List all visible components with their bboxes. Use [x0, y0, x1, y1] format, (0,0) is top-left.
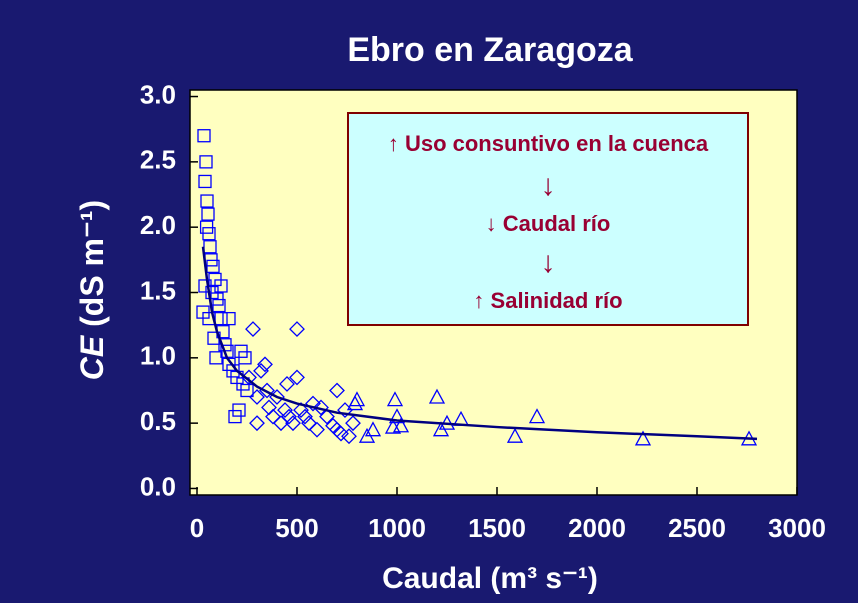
point: [228, 409, 242, 424]
point: [214, 311, 228, 326]
point: [364, 421, 382, 437]
point: [245, 321, 261, 337]
x-tick-label: 500: [275, 513, 318, 543]
fit-line: [201, 246, 758, 441]
annotation-box: [347, 112, 749, 326]
point: [329, 382, 345, 399]
y-label-italic: CE: [74, 334, 110, 380]
point: [212, 298, 226, 313]
point: [265, 408, 281, 425]
point: [285, 415, 301, 432]
y-tick-label: 0.0: [140, 471, 176, 501]
annotation-text: ↑ Uso consuntivo en la cuenca: [388, 131, 709, 156]
point: [333, 425, 349, 442]
annotation-text: ↓ Caudal río: [486, 211, 611, 236]
point: [277, 402, 293, 418]
point: [293, 402, 309, 418]
point: [341, 428, 357, 445]
x-tick-label: 1000: [368, 513, 426, 543]
point: [198, 279, 212, 293]
point: [301, 415, 317, 432]
y-axis-label: CE (dS m⁻¹): [74, 200, 110, 380]
x-tick-label: 3000: [768, 513, 826, 543]
point: [348, 391, 366, 407]
point: [249, 415, 265, 432]
point: [200, 194, 214, 208]
x-axis-label: Caudal (m³ s⁻¹): [382, 562, 598, 595]
point: [386, 391, 404, 407]
point: [249, 389, 265, 405]
point: [634, 430, 652, 446]
chart-title: Ebro en Zaragoza: [347, 31, 633, 69]
point: [392, 417, 410, 433]
point: [313, 399, 329, 416]
point: [329, 421, 345, 438]
point: [428, 388, 446, 404]
point: [289, 321, 305, 337]
y-label-rest: (dS m⁻¹): [74, 200, 110, 336]
point: [199, 155, 213, 169]
point: [281, 408, 297, 425]
annotation-text: ↓: [541, 246, 556, 279]
point: [240, 383, 254, 398]
point: [388, 408, 406, 424]
point: [289, 369, 305, 386]
y-tick-label: 0.5: [140, 406, 176, 436]
x-tick-label: 2000: [568, 513, 626, 543]
y-tick-label: 2.0: [140, 210, 176, 240]
x-tick-label: 1500: [468, 513, 526, 543]
point: [279, 376, 295, 392]
point: [297, 408, 313, 425]
point: [198, 174, 212, 189]
y-tick-label: 1.0: [140, 341, 176, 371]
point: [214, 279, 228, 293]
annotation-text: ↑ Salinidad río: [473, 288, 622, 313]
point: [305, 395, 321, 412]
y-tick-label: 2.5: [140, 145, 176, 175]
point: [319, 408, 335, 425]
point: [528, 408, 546, 424]
annotation-text: ↓: [541, 169, 556, 202]
x-tick-label: 0: [190, 513, 204, 543]
point: [209, 351, 223, 365]
point: [345, 415, 361, 432]
point: [201, 207, 215, 221]
point: [197, 129, 211, 143]
point: [206, 259, 220, 274]
point: [196, 305, 210, 319]
point: [238, 351, 252, 365]
y-tick-label: 1.5: [140, 275, 176, 305]
point: [309, 421, 325, 438]
y-tick-label: 3.0: [140, 79, 176, 109]
point: [257, 356, 273, 373]
point: [202, 227, 216, 241]
x-tick-label: 2500: [668, 513, 726, 543]
point: [253, 362, 269, 379]
point: [506, 427, 524, 443]
point: [222, 311, 236, 326]
